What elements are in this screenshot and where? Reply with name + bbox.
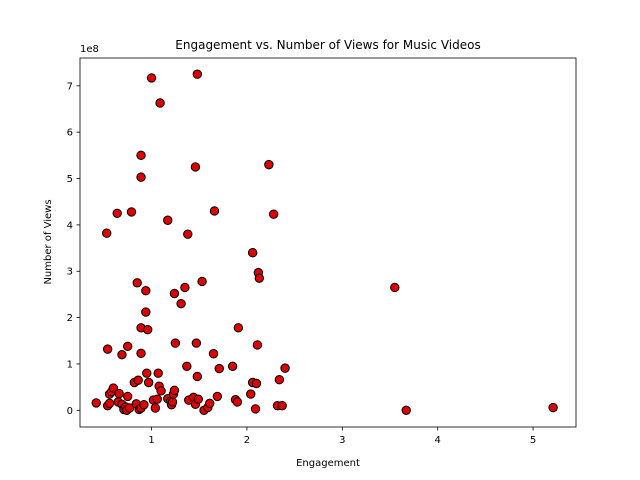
data-point <box>192 371 203 382</box>
data-point <box>153 368 163 378</box>
data-point <box>251 378 262 389</box>
data-point <box>209 206 220 216</box>
data-points <box>91 69 558 416</box>
data-point <box>122 391 133 402</box>
data-point <box>232 397 243 407</box>
data-point <box>192 69 203 79</box>
data-point <box>141 307 151 317</box>
y-tick-label: 2 <box>67 313 73 324</box>
y-axis-label: Number of Views <box>43 199 54 284</box>
data-point <box>143 377 154 388</box>
data-point <box>142 368 152 378</box>
data-point <box>170 338 181 348</box>
data-point <box>205 398 215 409</box>
data-point <box>117 349 127 360</box>
data-point <box>91 398 101 408</box>
data-point <box>254 273 265 283</box>
data-point <box>124 403 135 413</box>
data-point <box>183 229 193 239</box>
data-point <box>122 341 133 352</box>
data-point <box>268 209 279 219</box>
data-point <box>141 286 151 296</box>
y-tick-label: 6 <box>67 128 73 139</box>
data-point <box>104 398 115 409</box>
y-tick-label: 3 <box>67 267 73 278</box>
data-point <box>264 159 274 170</box>
data-point <box>246 389 256 399</box>
data-point <box>197 276 207 287</box>
y-tick-label: 0 <box>67 406 73 417</box>
data-point <box>132 278 142 288</box>
data-point <box>252 340 263 350</box>
data-point <box>182 361 192 371</box>
x-axis-label: Engagement <box>296 458 360 469</box>
data-point <box>150 403 161 413</box>
data-point <box>191 338 202 348</box>
data-point <box>136 172 146 182</box>
data-point <box>233 323 244 333</box>
data-point <box>277 400 287 411</box>
y-tick-label: 1 <box>67 359 73 370</box>
data-point <box>133 375 143 385</box>
data-point <box>126 207 137 217</box>
data-point <box>401 405 411 416</box>
data-point <box>163 215 173 225</box>
data-point <box>102 228 112 238</box>
x-tick-label: 1 <box>148 435 154 446</box>
data-point <box>139 400 149 410</box>
data-point <box>102 344 113 354</box>
data-point <box>167 397 178 407</box>
data-point <box>152 394 162 404</box>
data-point <box>146 73 157 83</box>
data-point <box>208 349 219 359</box>
data-point <box>169 385 180 396</box>
data-point <box>114 388 124 399</box>
data-point <box>108 383 119 393</box>
data-point <box>548 402 558 413</box>
data-point <box>193 394 203 404</box>
data-point <box>274 375 285 385</box>
data-point <box>136 348 146 358</box>
data-point <box>390 282 400 293</box>
data-point <box>155 98 165 108</box>
data-point <box>136 150 146 161</box>
y-axis-offset-text: 1e8 <box>80 44 99 55</box>
data-point <box>143 324 153 335</box>
data-point <box>247 247 258 258</box>
plot-area-frame <box>79 57 577 428</box>
chart-title: Engagement vs. Number of Views for Music… <box>175 38 480 52</box>
data-point <box>112 208 122 218</box>
data-point <box>176 298 186 309</box>
y-tick-label: 7 <box>67 81 73 92</box>
x-tick-label: 4 <box>435 435 441 446</box>
y-tick-label: 4 <box>67 220 73 231</box>
x-tick-label: 5 <box>530 435 536 446</box>
data-point <box>227 361 238 371</box>
x-tick-label: 3 <box>339 435 345 446</box>
data-point <box>169 288 180 299</box>
data-point <box>250 404 261 414</box>
y-tick-label: 5 <box>67 174 73 185</box>
data-point <box>280 363 290 373</box>
data-point <box>190 162 201 172</box>
data-point <box>156 386 166 396</box>
x-axis-ticks: 1 2 3 4 5 <box>148 427 536 446</box>
x-tick-label: 2 <box>244 435 250 446</box>
data-point <box>214 363 224 374</box>
data-point <box>212 391 223 402</box>
y-axis-ticks: 0 1 2 3 4 5 6 7 <box>67 81 80 417</box>
data-point <box>180 282 190 293</box>
